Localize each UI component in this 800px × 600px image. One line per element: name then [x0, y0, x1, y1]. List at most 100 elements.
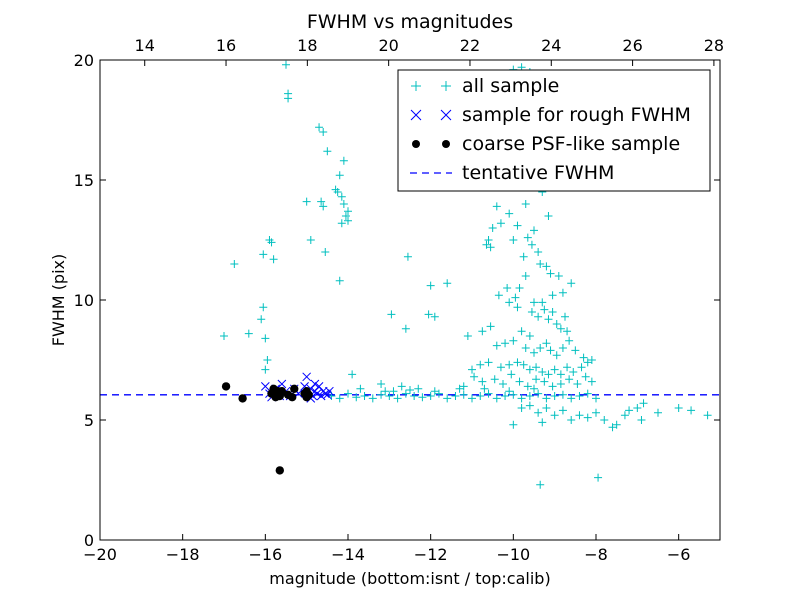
series-0-point-4: [259, 303, 268, 312]
series-0-point-24: [333, 188, 342, 196]
series-0-point-194: [600, 416, 609, 424]
legend-label-tentative-fwhm: tentative FWHM: [462, 162, 614, 184]
series-0-point-178: [548, 382, 557, 391]
x-tick-label-1: −18: [166, 545, 200, 564]
series-0-point-109: [542, 262, 551, 271]
series-0-point-164: [505, 360, 514, 369]
y-tick-label-3: 15: [74, 171, 94, 190]
series-0-point-191: [575, 411, 584, 420]
series-0-point-25: [337, 192, 346, 201]
series-0-point-22: [335, 171, 344, 180]
series-0-point-139: [486, 322, 495, 331]
x-tick-label-3: −14: [331, 545, 365, 564]
series-0-point-14: [284, 94, 293, 103]
top-tick-label-6: 26: [622, 36, 642, 55]
series-0-point-177: [540, 377, 549, 386]
series-0-point-175: [523, 382, 532, 391]
legend: all sample sample for rough FWHM coarse …: [397, 69, 711, 192]
series-0-point-135: [517, 327, 526, 336]
series-0-point-83: [406, 386, 414, 394]
series-0-point-103: [509, 236, 518, 244]
series-0-point-65: [468, 394, 476, 403]
series-0-point-173: [507, 370, 516, 379]
legend-label-rough-fwhm: sample for rough FWHM: [462, 104, 691, 126]
series-0-point-122: [530, 298, 538, 307]
series-0-point-26: [339, 200, 348, 208]
series-0-point-18: [317, 197, 326, 206]
x-axis-title: magnitude (bottom:isnt / top:calib): [269, 569, 550, 588]
x-tick-label-5: −10: [496, 545, 530, 564]
series-0-point-108: [536, 260, 545, 268]
series-0-point-171: [490, 375, 499, 384]
series-0-point-166: [484, 358, 493, 367]
series-0-point-46: [459, 382, 468, 391]
series-0-point-156: [556, 370, 565, 379]
series-0-point-152: [587, 356, 596, 364]
series-0-point-10: [263, 356, 272, 364]
series-0-point-208: [536, 480, 545, 489]
series-0-point-144: [536, 344, 545, 352]
series-0-point-154: [569, 368, 578, 376]
series-0-point-201: [639, 399, 648, 408]
series-0-point-86: [505, 387, 514, 396]
series-0-point-204: [687, 406, 696, 415]
series-0-point-7: [267, 238, 276, 247]
series-0-point-134: [525, 332, 534, 340]
series-0-point-105: [527, 240, 536, 249]
series-0-point-67: [484, 389, 493, 398]
series-0-point-198: [625, 406, 634, 415]
series-0-point-128: [548, 308, 557, 316]
series-0-point-59: [418, 393, 427, 402]
series-0-point-36: [403, 252, 412, 261]
series-0-point-5: [259, 250, 268, 259]
top-tick-label-5: 24: [541, 36, 561, 55]
series-0-point-84: [430, 387, 439, 396]
series-0-point-64: [459, 390, 468, 399]
series-0-point-78: [575, 392, 584, 400]
series-0-point-33: [335, 276, 344, 285]
series-1-point-9: [302, 372, 312, 382]
series-0-point-112: [567, 279, 576, 288]
series-0-point-96: [496, 219, 505, 228]
series-0-point-9: [261, 334, 270, 343]
series-2-point-1: [238, 394, 247, 403]
series-0-point-0: [220, 332, 228, 340]
x-tick-label-4: −12: [414, 545, 448, 564]
axis-ticks: −20 −18 −16 −14 −12 −10 −8 −6 0 5 10 15 20 14 16 18 20 22…: [74, 36, 724, 564]
series-0-point-199: [633, 404, 642, 412]
series-0-point-189: [558, 406, 567, 415]
series-0-point-35: [401, 324, 410, 333]
series-0-point-203: [674, 404, 683, 412]
series-0-point-15: [315, 123, 324, 132]
series-0-point-38: [430, 312, 439, 321]
series-0-point-71: [517, 394, 526, 403]
series-0-point-97: [488, 224, 497, 232]
series-2-point-0: [221, 382, 231, 391]
series-0-point-94: [492, 202, 501, 211]
series-1-point-17: [320, 389, 330, 398]
series-0-point-121: [513, 303, 522, 312]
series-1-point-19: [325, 386, 334, 396]
y-axis-title: FWHM (pix): [49, 254, 68, 347]
top-tick-label-2: 18: [297, 36, 317, 55]
series-0-point-133: [565, 336, 574, 345]
legend-frame: [397, 69, 711, 192]
series-0-point-182: [581, 372, 590, 381]
series-0-point-193: [592, 408, 600, 417]
series-0-point-60: [426, 392, 435, 400]
series-0-point-11: [261, 365, 270, 374]
series-0-point-174: [515, 377, 524, 386]
series-0-point-186: [534, 408, 543, 417]
series-0-point-21: [339, 156, 348, 165]
series-0-point-32: [321, 248, 330, 256]
series-0-point-207: [509, 420, 518, 429]
series-0-point-55: [385, 392, 394, 400]
series-0-point-125: [538, 298, 547, 307]
series-0-point-75: [550, 392, 559, 400]
series-0-point-209: [594, 473, 603, 482]
series-0-point-129: [552, 320, 561, 328]
series-0-point-167: [476, 360, 485, 369]
series-0-point-183: [587, 377, 596, 386]
series-0-point-1: [230, 260, 239, 268]
